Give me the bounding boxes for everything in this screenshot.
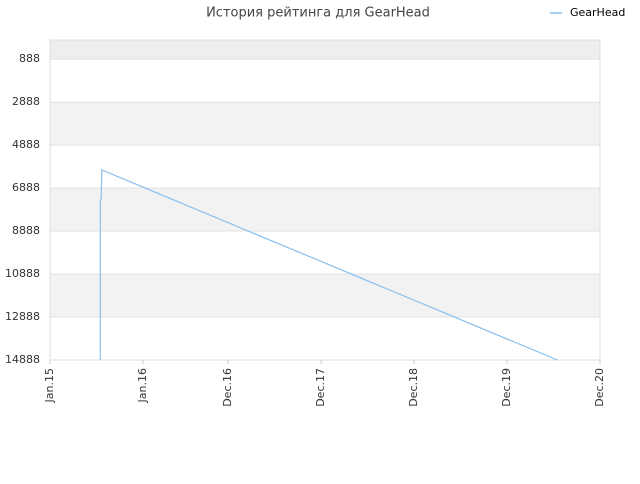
plot-border — [49, 39, 601, 361]
y-tick-label: 888 — [19, 52, 40, 65]
legend-label: GearHead — [570, 6, 625, 19]
y-tick-label: 8888 — [12, 224, 40, 237]
y-tick-label: 4888 — [12, 138, 40, 151]
x-tick-label: Dec.19 — [500, 368, 513, 407]
grid-band — [50, 102, 600, 146]
y-tick-label: 14888 — [5, 353, 40, 366]
x-tick-label: Dec.18 — [407, 368, 420, 407]
x-tick-label: Jan.15 — [43, 368, 56, 403]
grid-band — [50, 145, 600, 189]
grid-band — [50, 59, 600, 103]
grid-band — [50, 274, 600, 318]
x-tick-label: Dec.16 — [221, 368, 234, 407]
grid-band — [50, 231, 600, 275]
series-line — [99, 169, 558, 361]
x-tick-label: Jan.16 — [136, 368, 149, 403]
x-tick-label: Dec.17 — [314, 368, 327, 407]
chart-title: История рейтинга для GearHead — [206, 6, 430, 21]
y-tick-label: 6888 — [12, 181, 40, 194]
y-tick-label: 12888 — [5, 310, 40, 323]
y-tick-label: 10888 — [5, 267, 40, 280]
x-tick-label: Dec.20 — [593, 368, 606, 407]
grid-band — [50, 317, 600, 360]
y-tick-label: 2888 — [12, 95, 40, 108]
grid-band — [50, 188, 600, 232]
